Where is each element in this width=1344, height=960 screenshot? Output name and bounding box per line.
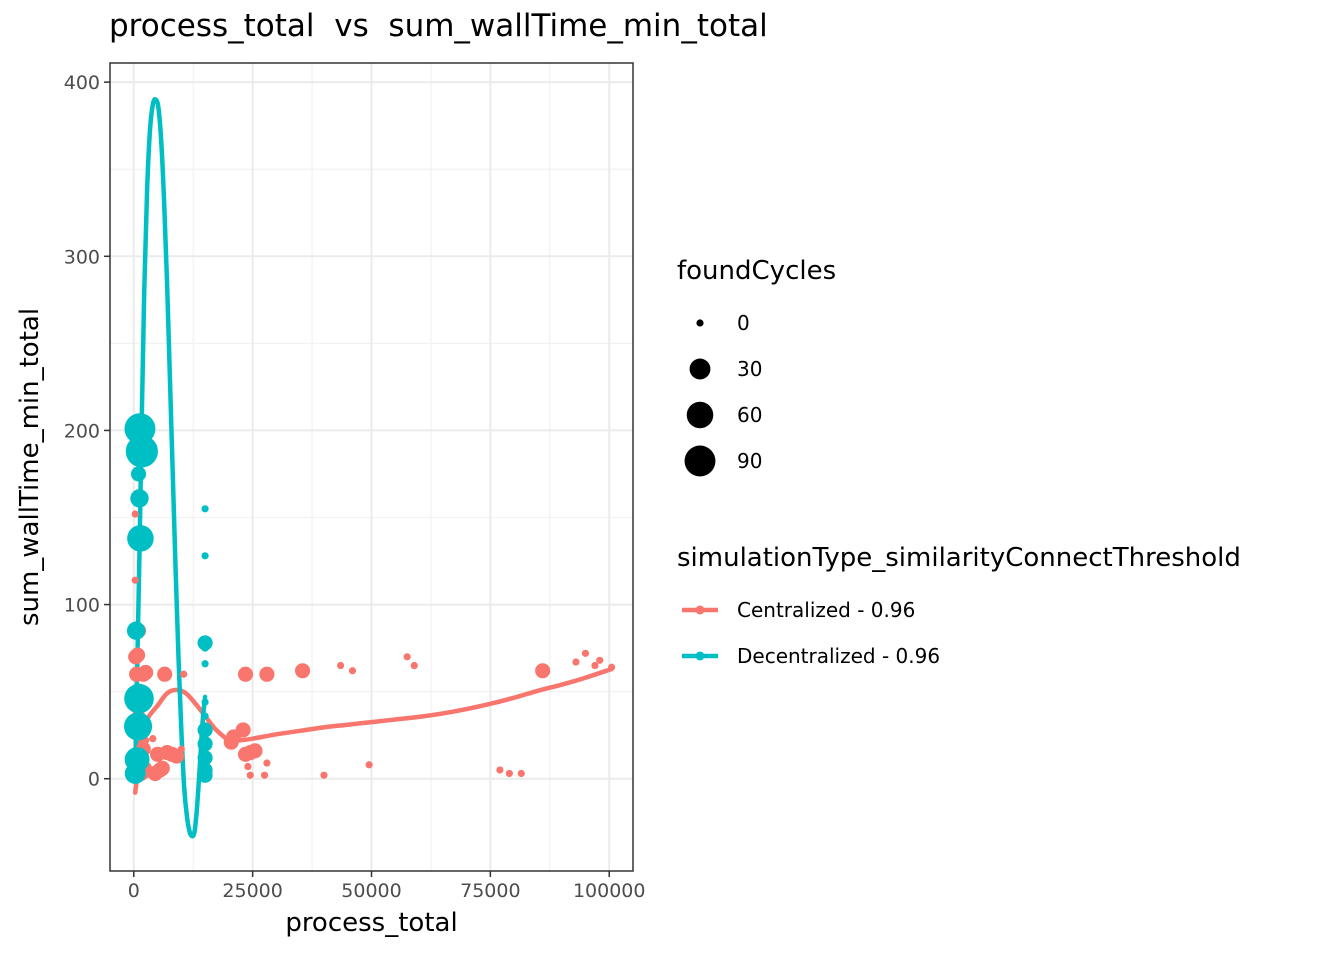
centralized-point — [295, 663, 311, 679]
centralized-point — [572, 658, 580, 666]
centralized-point — [144, 670, 152, 678]
centralized-point — [235, 722, 251, 738]
y-axis-ticks: 0 100 200 300 400 — [64, 72, 110, 791]
color-legend-dot — [695, 605, 705, 615]
decentralized-point — [130, 489, 149, 508]
centralized-point — [535, 663, 551, 679]
centralized-point — [608, 663, 616, 671]
centralized-point — [154, 760, 170, 776]
major-grid — [110, 63, 633, 871]
decentralized-point — [127, 525, 154, 552]
centralized-point — [149, 735, 157, 743]
decentralized-point — [123, 712, 153, 741]
decentralized-point — [197, 736, 213, 752]
decentralized-point — [197, 767, 213, 783]
x-tick-label: 50000 — [341, 880, 401, 902]
x-tick-label: 100000 — [573, 880, 646, 902]
size-legend-label-90: 90 — [737, 449, 763, 473]
size-legend-label-60: 60 — [737, 403, 763, 427]
decentralized-point — [130, 466, 147, 482]
decentralized-point — [125, 435, 158, 468]
color-legend-dot — [695, 651, 705, 661]
decentralized-point — [201, 552, 209, 560]
decentralized-point — [201, 505, 209, 513]
legend-keys — [682, 319, 718, 661]
data-points — [123, 413, 616, 784]
centralized-point — [260, 771, 269, 779]
centralized-point — [237, 666, 254, 682]
y-tick-label: 400 — [64, 72, 100, 94]
centralized-point — [246, 771, 254, 779]
centralized-point — [410, 661, 418, 670]
centralized-point — [259, 666, 275, 682]
centralized-point — [131, 576, 139, 584]
centralized-point — [336, 661, 345, 670]
decentralized-point — [197, 635, 213, 651]
centralized-point — [320, 771, 328, 779]
centralized-point — [244, 762, 252, 771]
decentralized-point — [201, 660, 209, 668]
centralized-point — [591, 661, 599, 670]
decentralized-point — [197, 722, 213, 738]
centralized-trend-line — [132, 666, 614, 795]
decentralized-point — [201, 712, 209, 720]
centralized-point — [505, 769, 513, 778]
centralized-point — [365, 761, 373, 769]
color-legend-title: simulationType_similarityConnectThreshol… — [677, 543, 1241, 573]
y-tick-label: 100 — [64, 595, 100, 617]
centralized-point — [247, 743, 263, 759]
decentralized-trend-line — [132, 97, 208, 839]
centralized-point — [517, 769, 525, 778]
size-legend-key — [686, 401, 714, 429]
centralized-point — [177, 745, 185, 753]
trend-lines — [132, 97, 614, 839]
centralized-point — [263, 759, 271, 767]
size-legend-key — [696, 319, 704, 327]
x-axis-label: process_total — [285, 908, 458, 938]
centralized-point — [157, 666, 173, 682]
x-axis-ticks: 0 25000 50000 75000 100000 — [128, 871, 646, 902]
decentralized-point — [197, 750, 213, 766]
y-tick-label: 0 — [88, 769, 100, 791]
color-legend-label-decentralized: Decentralized - 0.96 — [737, 644, 941, 668]
centralized-point — [596, 656, 604, 664]
centralized-point — [403, 653, 411, 661]
centralized-point — [496, 766, 504, 774]
centralized-point — [180, 670, 188, 678]
y-axis-label: sum_wallTime_min_total — [15, 307, 45, 627]
color-legend-label-centralized: Centralized - 0.96 — [737, 598, 916, 622]
size-legend-key — [689, 358, 711, 380]
x-tick-label: 25000 — [222, 880, 282, 902]
chart-title: process_total vs sum_wallTime_min_total — [109, 8, 768, 44]
decentralized-point — [124, 683, 154, 714]
decentralized-point — [201, 644, 209, 652]
y-tick-label: 300 — [64, 246, 100, 268]
decentralized-point — [126, 621, 146, 640]
centralized-point — [581, 649, 590, 657]
centralized-point — [130, 647, 146, 663]
centralized-point — [348, 667, 357, 675]
size-legend-label-0: 0 — [737, 311, 750, 335]
centralized-point — [131, 510, 139, 518]
x-tick-label: 0 — [128, 880, 140, 902]
x-tick-label: 75000 — [460, 880, 520, 902]
size-legend-title: foundCycles — [677, 256, 837, 286]
decentralized-point — [201, 698, 209, 706]
decentralized-point — [124, 763, 146, 784]
size-legend-key — [684, 445, 716, 477]
y-tick-label: 200 — [64, 420, 100, 442]
size-legend-label-30: 30 — [737, 357, 763, 381]
